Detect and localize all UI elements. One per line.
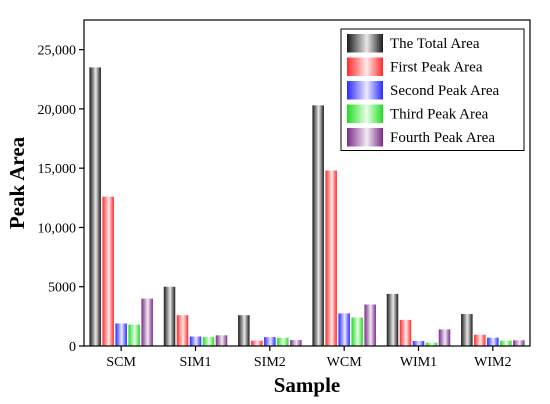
bar-wim1-series-4 [425,342,438,346]
bar-sim1-series-1 [163,286,176,346]
y-tick-label: 25,000 [38,44,77,59]
bar-sim2-series-4 [277,337,289,346]
x-tick-label: SCM [106,355,136,370]
bar-wcm-series-4 [351,317,363,346]
legend-label: Fourth Peak Area [390,130,495,146]
y-tick-label: 20,000 [38,103,77,118]
y-tick-label: 5000 [48,281,76,296]
bars-group [89,67,525,347]
x-tick-label: WCM [327,355,363,370]
bar-wim2-series-2 [474,334,486,346]
legend-swatch [347,128,383,147]
bar-sim2-series-3 [264,337,276,346]
y-tick-label: 10,000 [38,221,77,236]
y-tick-label: 0 [69,340,76,355]
x-tick-label: WIM1 [400,355,437,370]
plot-frame [83,19,531,347]
bar-wim2-series-5 [513,340,525,346]
bar-wcm-series-5 [364,304,376,346]
legend: The Total Area First Peak Area Second Peak… [340,28,525,151]
legend-swatch [347,34,383,53]
bar-wim2-series-1 [461,313,473,346]
bar-scm-series-5 [141,298,153,346]
bar-wcm-series-1 [312,105,324,347]
axes-group [83,19,531,347]
legend-swatch [347,104,383,123]
bar-wim2-series-4 [500,340,512,346]
bar-scm-series-2 [102,196,114,346]
x-tick-label: WIM2 [474,355,511,370]
bar-sim1-series-5 [215,335,228,346]
legend-label: The Total Area [390,36,480,52]
x-tick-label: SIM2 [254,355,286,370]
legend-swatch [347,57,383,76]
y-axis-title: Peak Area [5,136,29,229]
y-axis: 0 5000 10,000 15,000 20,000 25,000 [38,44,84,355]
bar-wcm-series-2 [325,170,337,346]
bar-scm-series-4 [128,324,140,346]
bar-sim2-series-2 [251,340,263,346]
bar-sim1-series-3 [189,336,202,346]
bar-wcm-series-3 [338,313,350,346]
bar-scm-series-1 [89,67,101,346]
bar-wim2-series-3 [487,337,499,346]
bar-sim1-series-2 [176,315,189,346]
x-axis-title: Sample [274,373,341,397]
legend-label: Second Peak Area [390,83,499,99]
bar-wim1-series-2 [399,319,412,346]
bar-sim2-series-5 [290,340,302,346]
bar-sim1-series-4 [202,337,215,346]
y-tick-label: 15,000 [38,162,77,177]
x-axis: SCM SIM1 SIM2 WCM WIM1 WIM2 [106,346,511,370]
legend-label: Third Peak Area [390,107,489,123]
bar-wim1-series-3 [412,341,425,346]
x-tick-label: SIM1 [180,355,212,370]
bar-sim2-series-1 [238,315,250,346]
bar-wim1-series-5 [438,329,451,346]
legend-label: First Peak Area [390,60,483,76]
bar-scm-series-3 [115,323,127,346]
bar-wim1-series-1 [386,293,399,346]
legend-swatch [347,81,383,100]
